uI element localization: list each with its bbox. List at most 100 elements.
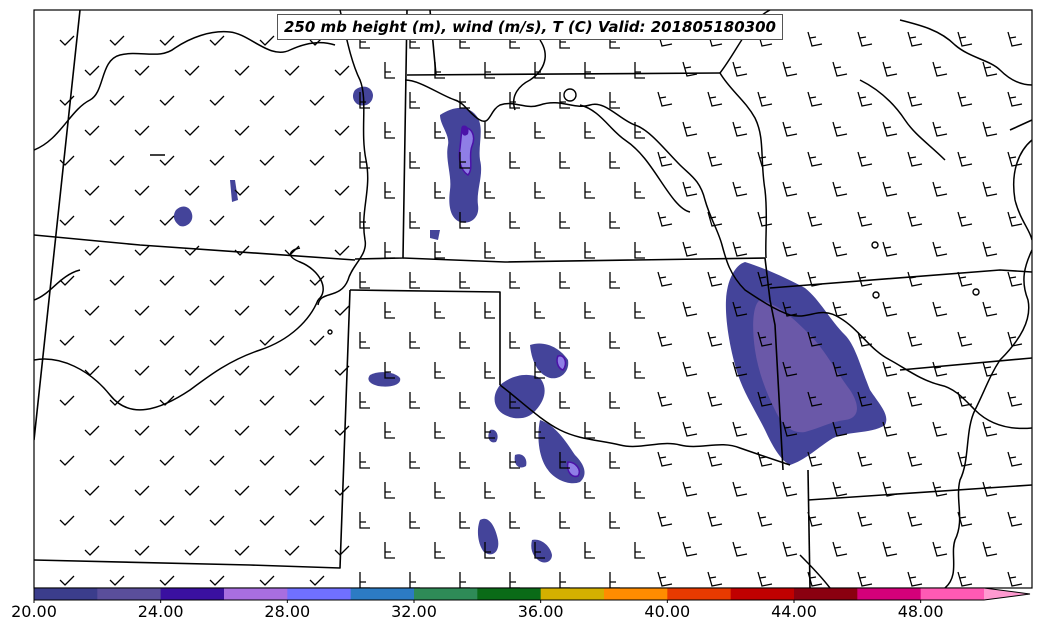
wind-barb [259, 575, 275, 586]
wind-barb [609, 572, 620, 588]
wind-barb [234, 125, 250, 136]
wind-barb [259, 275, 275, 286]
wind-barb [584, 302, 595, 319]
wind-barb [509, 452, 520, 469]
colorbar-segment [730, 588, 795, 600]
colorbar-tick-label: 44.00 [771, 602, 817, 621]
wind-barb [434, 302, 445, 319]
river-line [317, 10, 369, 306]
wind-barb [609, 152, 620, 169]
wind-barb [707, 271, 723, 287]
wind-barb [982, 181, 998, 197]
wind-barb [209, 215, 225, 226]
wind-barb [707, 511, 723, 527]
river-line [34, 30, 336, 151]
colorbar-segment [414, 588, 478, 600]
colorbar-tick-label: 36.00 [517, 602, 564, 621]
wind-barb [732, 61, 748, 77]
wind-barb [384, 362, 395, 379]
wind-barb [509, 92, 520, 109]
wind-barb [584, 62, 595, 79]
colorbar-tick-label: 20.00 [11, 602, 57, 621]
wind-barb [732, 481, 748, 497]
wind-barb [59, 215, 75, 226]
wind-barb [757, 151, 773, 167]
wind-barb [634, 422, 645, 439]
colorbar-outline [33, 587, 1031, 601]
wind-barb [807, 31, 823, 47]
wind-barb [634, 362, 645, 379]
wind-barb [159, 215, 175, 226]
wind-barb [982, 241, 998, 257]
wind-barb [134, 185, 150, 196]
temperature-contour [488, 429, 498, 443]
wind-barb [732, 121, 748, 137]
wind-barb [384, 62, 395, 79]
wind-barb [284, 65, 300, 76]
wind-barb [334, 485, 350, 496]
wind-barb [732, 241, 748, 257]
wind-barb [109, 275, 125, 286]
wind-barb [882, 121, 898, 137]
wind-barb [359, 212, 370, 229]
wind-barb [657, 571, 673, 587]
map-title: 250 mb height (m), wind (m/s), T (C) Val… [277, 14, 783, 40]
colorbar-segment [287, 588, 352, 600]
wind-barb [234, 365, 250, 376]
wind-barb [857, 391, 873, 407]
wind-barb [682, 301, 698, 317]
wind-barb [334, 185, 350, 196]
colorbar-segment [477, 588, 542, 600]
wind-barb [409, 92, 420, 109]
wind-barb [907, 391, 923, 407]
wind-barb [782, 121, 798, 137]
colorbar-segment [540, 588, 605, 600]
wind-barb [634, 182, 645, 199]
wind-barb [59, 155, 75, 166]
wind-barb [682, 181, 698, 197]
wind-barb [957, 271, 973, 287]
wind-barb [59, 455, 75, 466]
wind-barb [84, 305, 100, 316]
wind-barb [982, 421, 998, 437]
wind-barb [109, 215, 125, 226]
wind-barb [484, 242, 495, 259]
wind-barb [782, 61, 798, 77]
wind-barb [584, 362, 595, 379]
wind-barb [757, 91, 773, 107]
wind-barb [707, 211, 723, 227]
wind-barb [384, 182, 395, 199]
wind-barb [559, 332, 570, 349]
wind-barb [957, 211, 973, 227]
river-line [289, 247, 324, 301]
colorbar-segment [604, 588, 668, 600]
colorbar-segment [160, 588, 225, 600]
wind-barb [334, 365, 350, 376]
wind-barb [184, 185, 200, 196]
wind-barb [184, 65, 200, 76]
wind-barb [657, 511, 673, 527]
river-line [944, 249, 1032, 588]
wind-barb [807, 511, 823, 527]
wind-barb [657, 91, 673, 107]
wind-barb [832, 421, 848, 437]
wind-barb [434, 122, 445, 139]
wind-barb [509, 572, 520, 588]
wind-barb [559, 572, 570, 588]
wind-barb [932, 241, 948, 257]
wind-barb [209, 35, 225, 46]
river-line [859, 79, 946, 161]
wind-barb [334, 425, 350, 436]
wind-barb [757, 211, 773, 227]
wind-barb [782, 361, 798, 377]
wind-barb [159, 455, 175, 466]
wind-barb [509, 152, 520, 169]
wind-barb [857, 271, 873, 287]
wind-barb [1007, 391, 1023, 407]
wind-barb [782, 181, 798, 197]
wind-barb [932, 301, 948, 317]
wind-barb [907, 511, 923, 527]
wind-barb [209, 275, 225, 286]
border-line [764, 257, 784, 471]
map-frame [33, 9, 1033, 589]
